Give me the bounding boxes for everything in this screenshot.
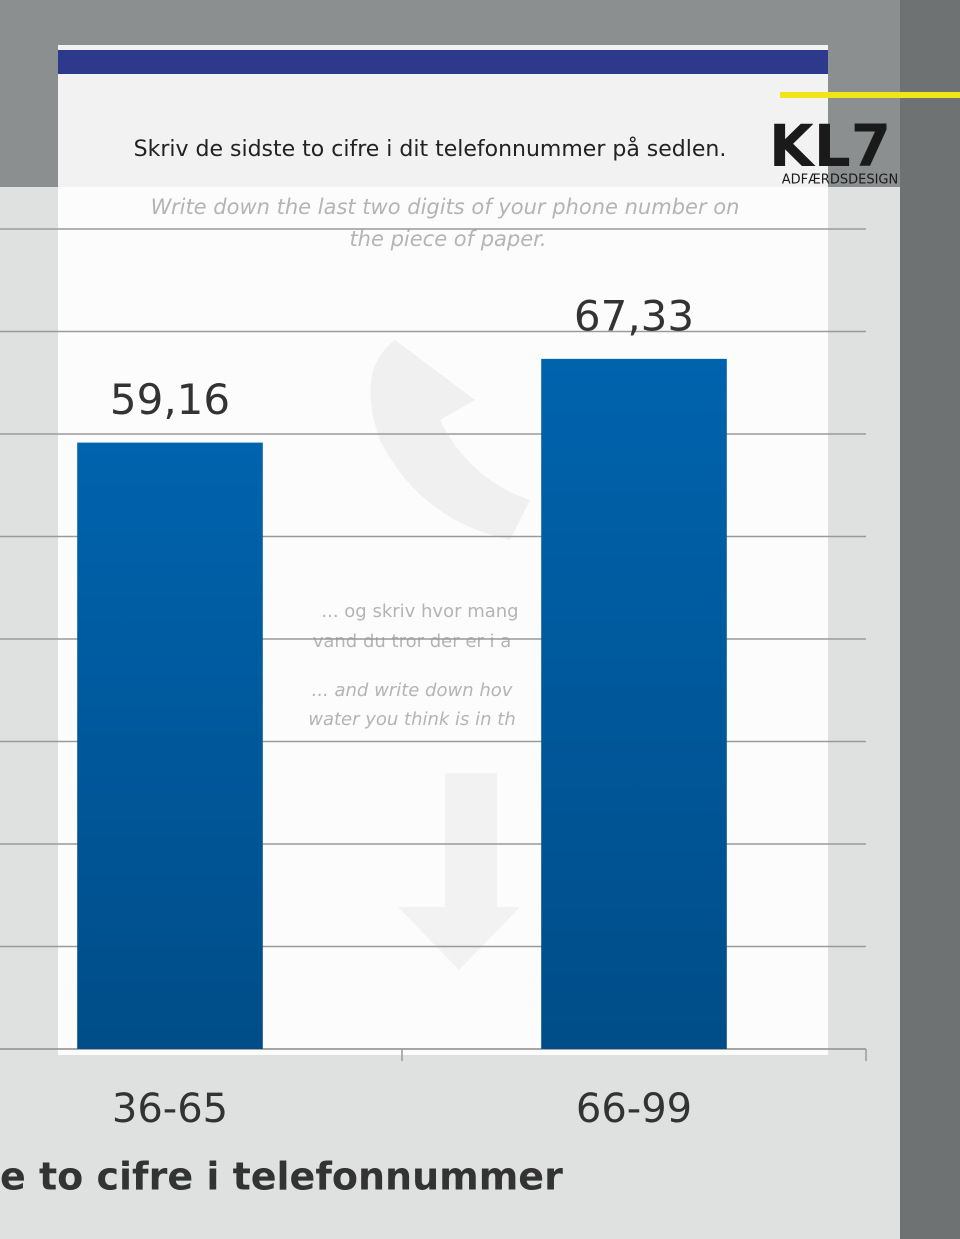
x-tick-label: 36-65 [112,1086,228,1132]
logo-subtitle: ADFÆRDSDESIGN [782,173,898,188]
bar [541,358,727,1049]
poster-text-overlay: Write down the last two digits of your p… [151,195,740,730]
poster-heading-en: Write down the last two digits of your p… [151,195,740,219]
value-label: 67,33 [574,291,694,340]
poster-body: ... og skriv hvor mang [321,601,518,622]
poster-body-en: water you think is in th [308,709,516,730]
poster-body-en: ... and write down hov [312,680,513,701]
x-tick-label: 66-99 [576,1086,692,1132]
poster-heading: Skriv de sidste to cifre i dit telefonnu… [134,136,727,162]
poster-body: vand du tror der er i a [313,631,512,652]
bar [77,442,263,1049]
x-axis-title: e to cifre i telefonnummer [0,1155,563,1199]
poster-heading-en: the piece of paper. [349,227,546,251]
logo: KL7 [769,112,891,180]
value-label: 59,16 [110,375,230,424]
